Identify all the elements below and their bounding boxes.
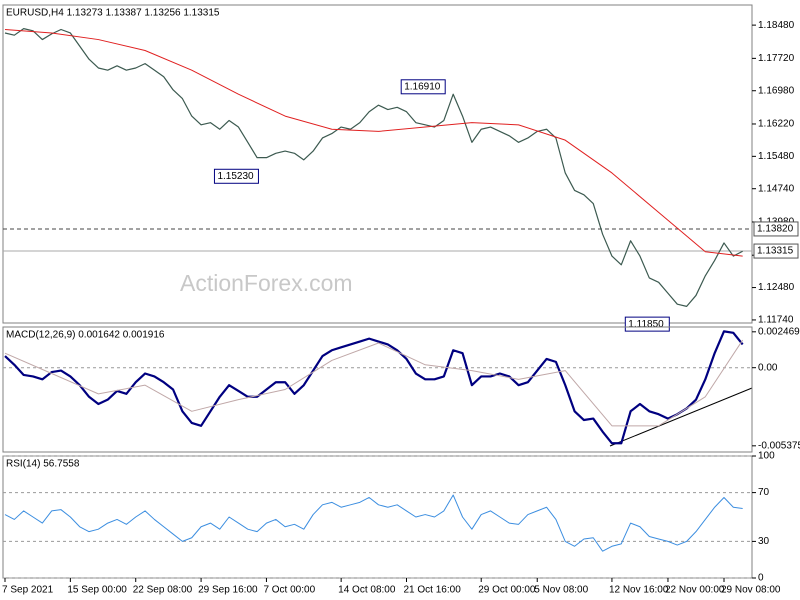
panel-title: RSI(14) 56.7558 — [6, 459, 80, 470]
annotation-label: 1.16910 — [404, 81, 441, 92]
series-line — [4, 494, 743, 552]
y-tick-label: 0.00 — [758, 362, 778, 373]
annotation-box — [400, 79, 446, 95]
series-line — [4, 29, 743, 257]
y-tick-label: 1.11740 — [758, 315, 794, 326]
x-tick-label: 22 Nov 00:00 — [665, 585, 725, 596]
panel-title: EURUSD,H4 1.13273 1.13387 1.13256 1.1331… — [6, 8, 220, 19]
x-tick-label: 12 Nov 16:00 — [609, 585, 669, 596]
x-tick-label: 29 Nov 08:00 — [721, 585, 781, 596]
trend-line — [609, 387, 753, 447]
x-tick-label: 5 Nov 08:00 — [534, 585, 588, 596]
y-tick-label: 100 — [758, 451, 775, 462]
panel-title: MACD(12,26,9) 0.001642 0.001916 — [6, 330, 165, 341]
series-line — [4, 28, 743, 307]
price-label: 1.13315 — [757, 246, 794, 257]
annotation-label: 1.15230 — [217, 171, 254, 182]
y-tick-label: 1.18480 — [758, 20, 795, 31]
y-tick-label: 1.12480 — [758, 282, 795, 293]
panel-frame — [2, 326, 753, 453]
series-line — [4, 339, 744, 427]
x-tick-label: 29 Sep 16:00 — [198, 585, 258, 596]
price-label-box — [753, 221, 799, 237]
price-label: 1.13820 — [757, 224, 794, 235]
series-line — [4, 330, 744, 445]
y-tick-label: 0 — [758, 573, 764, 584]
panel-frame — [2, 4, 753, 324]
y-tick-label: 1.14740 — [758, 183, 795, 194]
x-tick-label: 7 Oct 00:00 — [263, 585, 315, 596]
watermark: ActionForex.com — [180, 270, 353, 296]
y-tick-label: 1.15480 — [758, 151, 795, 162]
x-tick-label: 15 Sep 00:00 — [67, 585, 127, 596]
annotation-label: 1.11850 — [628, 319, 664, 330]
y-tick-label: 1.16980 — [758, 85, 795, 96]
y-tick-label: 1.16220 — [758, 119, 795, 130]
x-tick-label: 22 Sep 08:00 — [133, 585, 193, 596]
x-tick-label: 21 Oct 16:00 — [404, 585, 462, 596]
y-tick-label: 70 — [758, 487, 770, 498]
y-tick-label: 1.17720 — [758, 53, 795, 64]
y-tick-label: 0.002469 — [758, 326, 800, 337]
x-tick-label: 29 Oct 00:00 — [478, 585, 536, 596]
y-tick-label: -0.005375 — [758, 440, 800, 451]
annotation-box — [624, 316, 670, 332]
price-label-box — [753, 243, 799, 259]
y-tick-label: 30 — [758, 536, 770, 547]
annotation-box — [213, 168, 259, 184]
x-tick-label: 7 Sep 2021 — [2, 585, 54, 596]
x-tick-label: 14 Oct 08:00 — [338, 585, 396, 596]
